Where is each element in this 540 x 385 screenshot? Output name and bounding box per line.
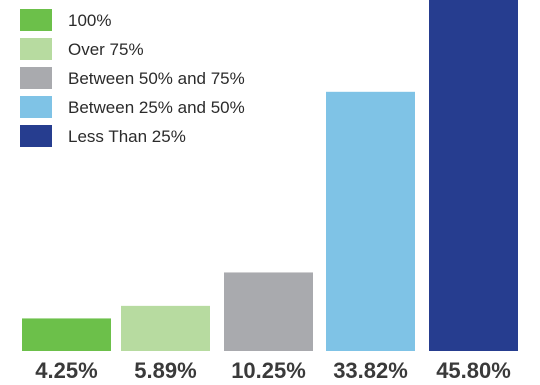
bar-2 — [121, 305, 210, 351]
value-labels-group: 4.25% 5.89% 10.25% 33.82% 45.80% — [35, 358, 511, 383]
legend-label-5: Less Than 25% — [68, 127, 186, 146]
legend-label-2: Over 75% — [68, 40, 144, 59]
value-label-1: 4.25% — [35, 358, 97, 383]
bar-1 — [22, 318, 111, 351]
legend-label-3: Between 50% and 75% — [68, 69, 245, 88]
value-label-2: 5.89% — [134, 358, 196, 383]
legend-swatch-2 — [20, 38, 52, 60]
bar-4 — [326, 91, 415, 351]
legend-label-1: 100% — [68, 11, 111, 30]
legend-swatch-4 — [20, 96, 52, 118]
value-label-5: 45.80% — [436, 358, 511, 383]
legend-swatch-3 — [20, 67, 52, 89]
legend-label-4: Between 25% and 50% — [68, 98, 245, 117]
bar-5 — [429, 0, 518, 351]
value-label-3: 10.25% — [231, 358, 306, 383]
bar-3 — [224, 272, 313, 351]
bars-group — [22, 0, 518, 351]
value-label-4: 33.82% — [333, 358, 408, 383]
legend-swatch-1 — [20, 9, 52, 31]
legend: 100% Over 75% Between 50% and 75% Between 2… — [20, 9, 245, 147]
legend-swatch-5 — [20, 125, 52, 147]
